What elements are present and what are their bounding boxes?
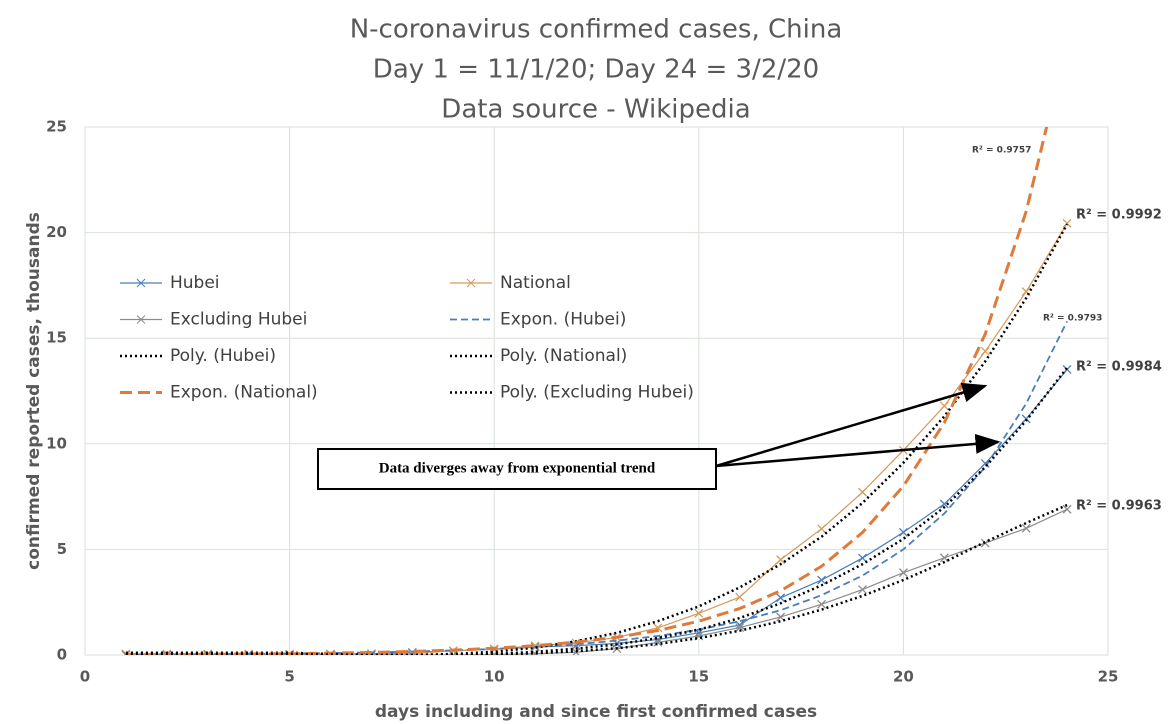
legend-label: Expon. (National) bbox=[170, 383, 318, 403]
legend-marker bbox=[466, 278, 476, 288]
legend-item: Expon. (Hubei) bbox=[450, 310, 626, 330]
x-tick-label: 0 bbox=[80, 668, 90, 686]
legend-marker bbox=[136, 278, 146, 288]
arrow bbox=[715, 433, 1001, 468]
legend-label: National bbox=[500, 273, 571, 293]
data-marker bbox=[898, 568, 908, 578]
x-tick-label: 5 bbox=[284, 668, 294, 686]
data-marker bbox=[939, 499, 949, 509]
data-marker bbox=[980, 458, 990, 468]
legend-marker bbox=[136, 315, 146, 324]
legend-item: National bbox=[450, 273, 571, 293]
data-marker bbox=[858, 487, 867, 497]
data-marker bbox=[898, 527, 908, 537]
legend-label: Poly. (Excluding Hubei) bbox=[500, 383, 694, 403]
x-tick-label: 10 bbox=[484, 668, 505, 686]
data-marker bbox=[735, 592, 745, 602]
callout-box bbox=[317, 448, 717, 490]
y-tick-label: 5 bbox=[57, 540, 67, 558]
legend-label: Excluding Hubei bbox=[170, 310, 307, 330]
data-marker bbox=[1021, 523, 1031, 533]
y-tick-label: 25 bbox=[46, 118, 67, 136]
data-marker bbox=[776, 593, 786, 603]
legend-item: Poly. (Hubei) bbox=[120, 346, 276, 366]
data-marker bbox=[776, 555, 786, 565]
annotations: R² = 0.9757 R² = 0.9992 R² = 0.9793 R² = 0.… bbox=[317, 146, 1162, 514]
legend-label: Poly. (Hubei) bbox=[170, 346, 276, 366]
data-marker bbox=[939, 401, 949, 411]
legend-item: Hubei bbox=[120, 273, 220, 293]
series-line bbox=[125, 508, 1068, 655]
x-tick-label: 15 bbox=[688, 668, 709, 686]
data-marker bbox=[203, 650, 213, 655]
legend-item: Excluding Hubei bbox=[120, 310, 307, 330]
series-line bbox=[125, 223, 1068, 655]
r-squared-label: R² = 0.9984 bbox=[1076, 360, 1162, 375]
legend-item: Poly. (Excluding Hubei) bbox=[450, 383, 694, 403]
x-tick-label: 25 bbox=[1098, 668, 1119, 686]
data-marker bbox=[448, 650, 458, 655]
series-line bbox=[125, 503, 1068, 655]
arrow bbox=[715, 382, 988, 468]
data-marker bbox=[694, 608, 704, 618]
series-line bbox=[125, 367, 1069, 655]
callout-text: Data diverges away from exponential tren… bbox=[379, 460, 656, 476]
chart-subtitle: Day 1 = 11/1/20; Day 24 = 3/2/20 bbox=[373, 55, 819, 85]
data-marker bbox=[735, 623, 745, 633]
data-marker bbox=[817, 524, 827, 534]
data-marker bbox=[817, 599, 827, 609]
chart-subtitle: Data source - Wikipedia bbox=[441, 95, 750, 125]
legend-label: Expon. (Hubei) bbox=[500, 310, 626, 330]
x-axis-label: days including and since first confirmed… bbox=[375, 702, 817, 722]
data-marker bbox=[121, 650, 131, 655]
r-squared-label: R² = 0.9992 bbox=[1076, 208, 1162, 223]
legend-item: Poly. (National) bbox=[450, 346, 627, 366]
r-squared-label: R² = 0.9793 bbox=[1043, 314, 1102, 324]
r-squared-label: R² = 0.9757 bbox=[972, 146, 1031, 156]
data-marker bbox=[858, 553, 867, 563]
series-line bbox=[125, 127, 1049, 655]
data-marker bbox=[1062, 504, 1072, 514]
data-marker bbox=[980, 346, 990, 356]
data-marker bbox=[162, 650, 172, 655]
chart-title: N-coronavirus confirmed cases, China bbox=[350, 15, 843, 45]
data-marker bbox=[939, 553, 949, 563]
data-marker bbox=[1062, 218, 1072, 228]
series-line bbox=[125, 223, 1069, 655]
data-marker bbox=[858, 585, 867, 594]
series-layer bbox=[121, 127, 1072, 655]
legend: Hubei National Excluding Hubei Expon. (Hube… bbox=[120, 273, 694, 403]
legend-label: Poly. (National) bbox=[500, 346, 627, 366]
r-squared-label: R² = 0.9963 bbox=[1076, 499, 1162, 514]
data-marker bbox=[817, 575, 827, 585]
legend-item: Expon. (National) bbox=[120, 383, 318, 403]
grid: 0 5 10 15 20 25 0 5 10 15 20 25 bbox=[46, 118, 1118, 686]
y-tick-label: 0 bbox=[57, 646, 67, 664]
legend-label: Hubei bbox=[170, 273, 220, 293]
y-axis-label: confirmed reported cases, thousands bbox=[24, 212, 44, 570]
y-tick-label: 10 bbox=[46, 434, 67, 452]
x-tick-label: 20 bbox=[893, 668, 914, 686]
y-tick-label: 15 bbox=[46, 329, 67, 347]
series-line bbox=[125, 369, 1068, 655]
y-tick-label: 20 bbox=[46, 223, 67, 241]
